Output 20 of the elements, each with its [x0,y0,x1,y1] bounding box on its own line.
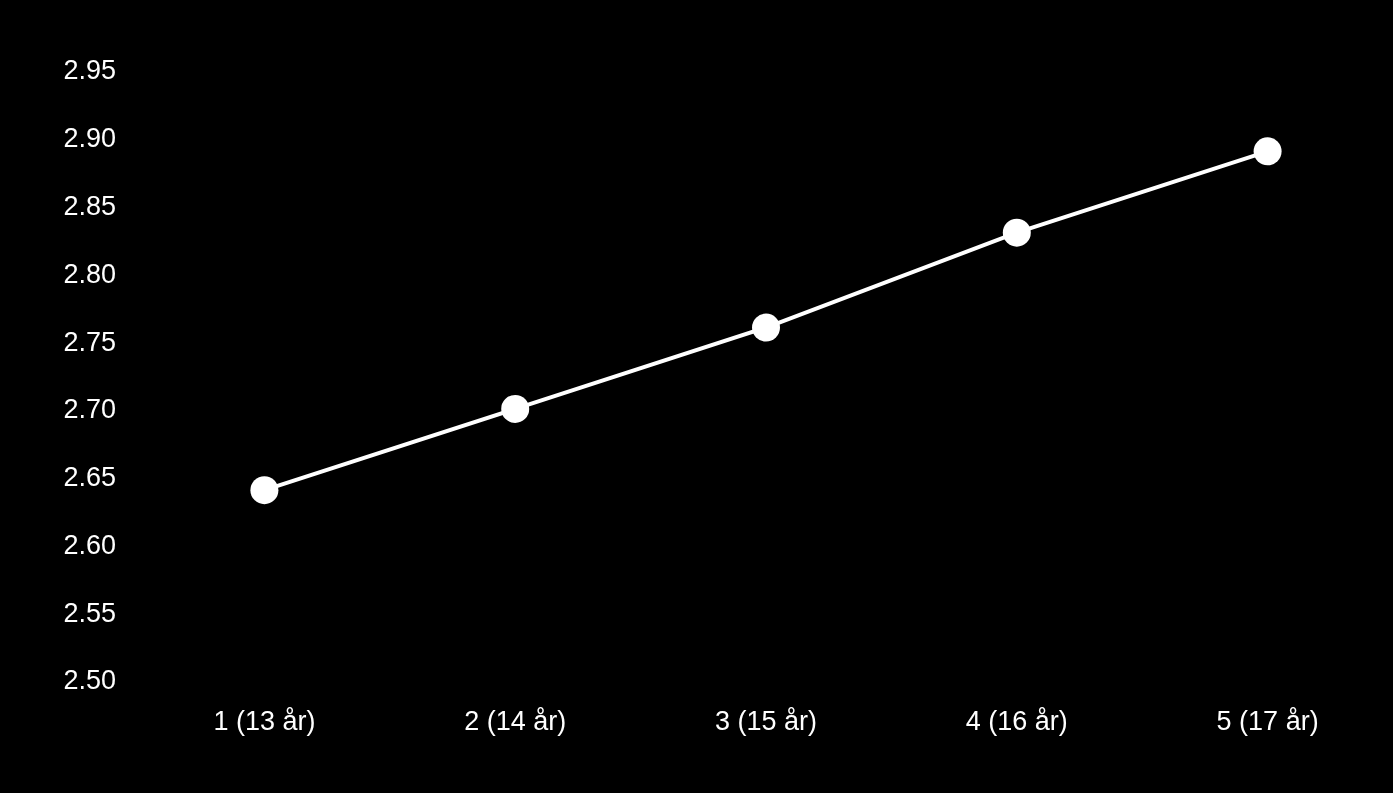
point [250,476,279,505]
point [752,313,780,342]
y-tick-label: 2.95 [63,55,116,86]
y-tick-label: 2.65 [63,462,116,493]
y-tick-label: 2.90 [63,123,116,154]
y-tick-label: 2.60 [63,529,116,560]
x-tick-label: 2 (14 år) [464,706,567,736]
point [1002,218,1031,247]
y-tick-label: 2.80 [63,258,116,289]
x-tick-label: 1 (13 år) [213,706,316,736]
x-tick-label: 3 (15 år) [714,706,818,736]
y-tick-label: 2.85 [63,191,116,222]
y-tick-label: 2.75 [63,326,116,357]
x-tick-label: 5 (17 år) [1216,706,1319,736]
point [1253,137,1282,166]
point [501,394,530,423]
y-tick-label: 2.50 [63,665,116,696]
y-tick-label: 2.70 [63,394,116,425]
x-tick-label: 4 (16 år) [965,706,1068,736]
y-tick-label: 2.55 [63,597,116,628]
